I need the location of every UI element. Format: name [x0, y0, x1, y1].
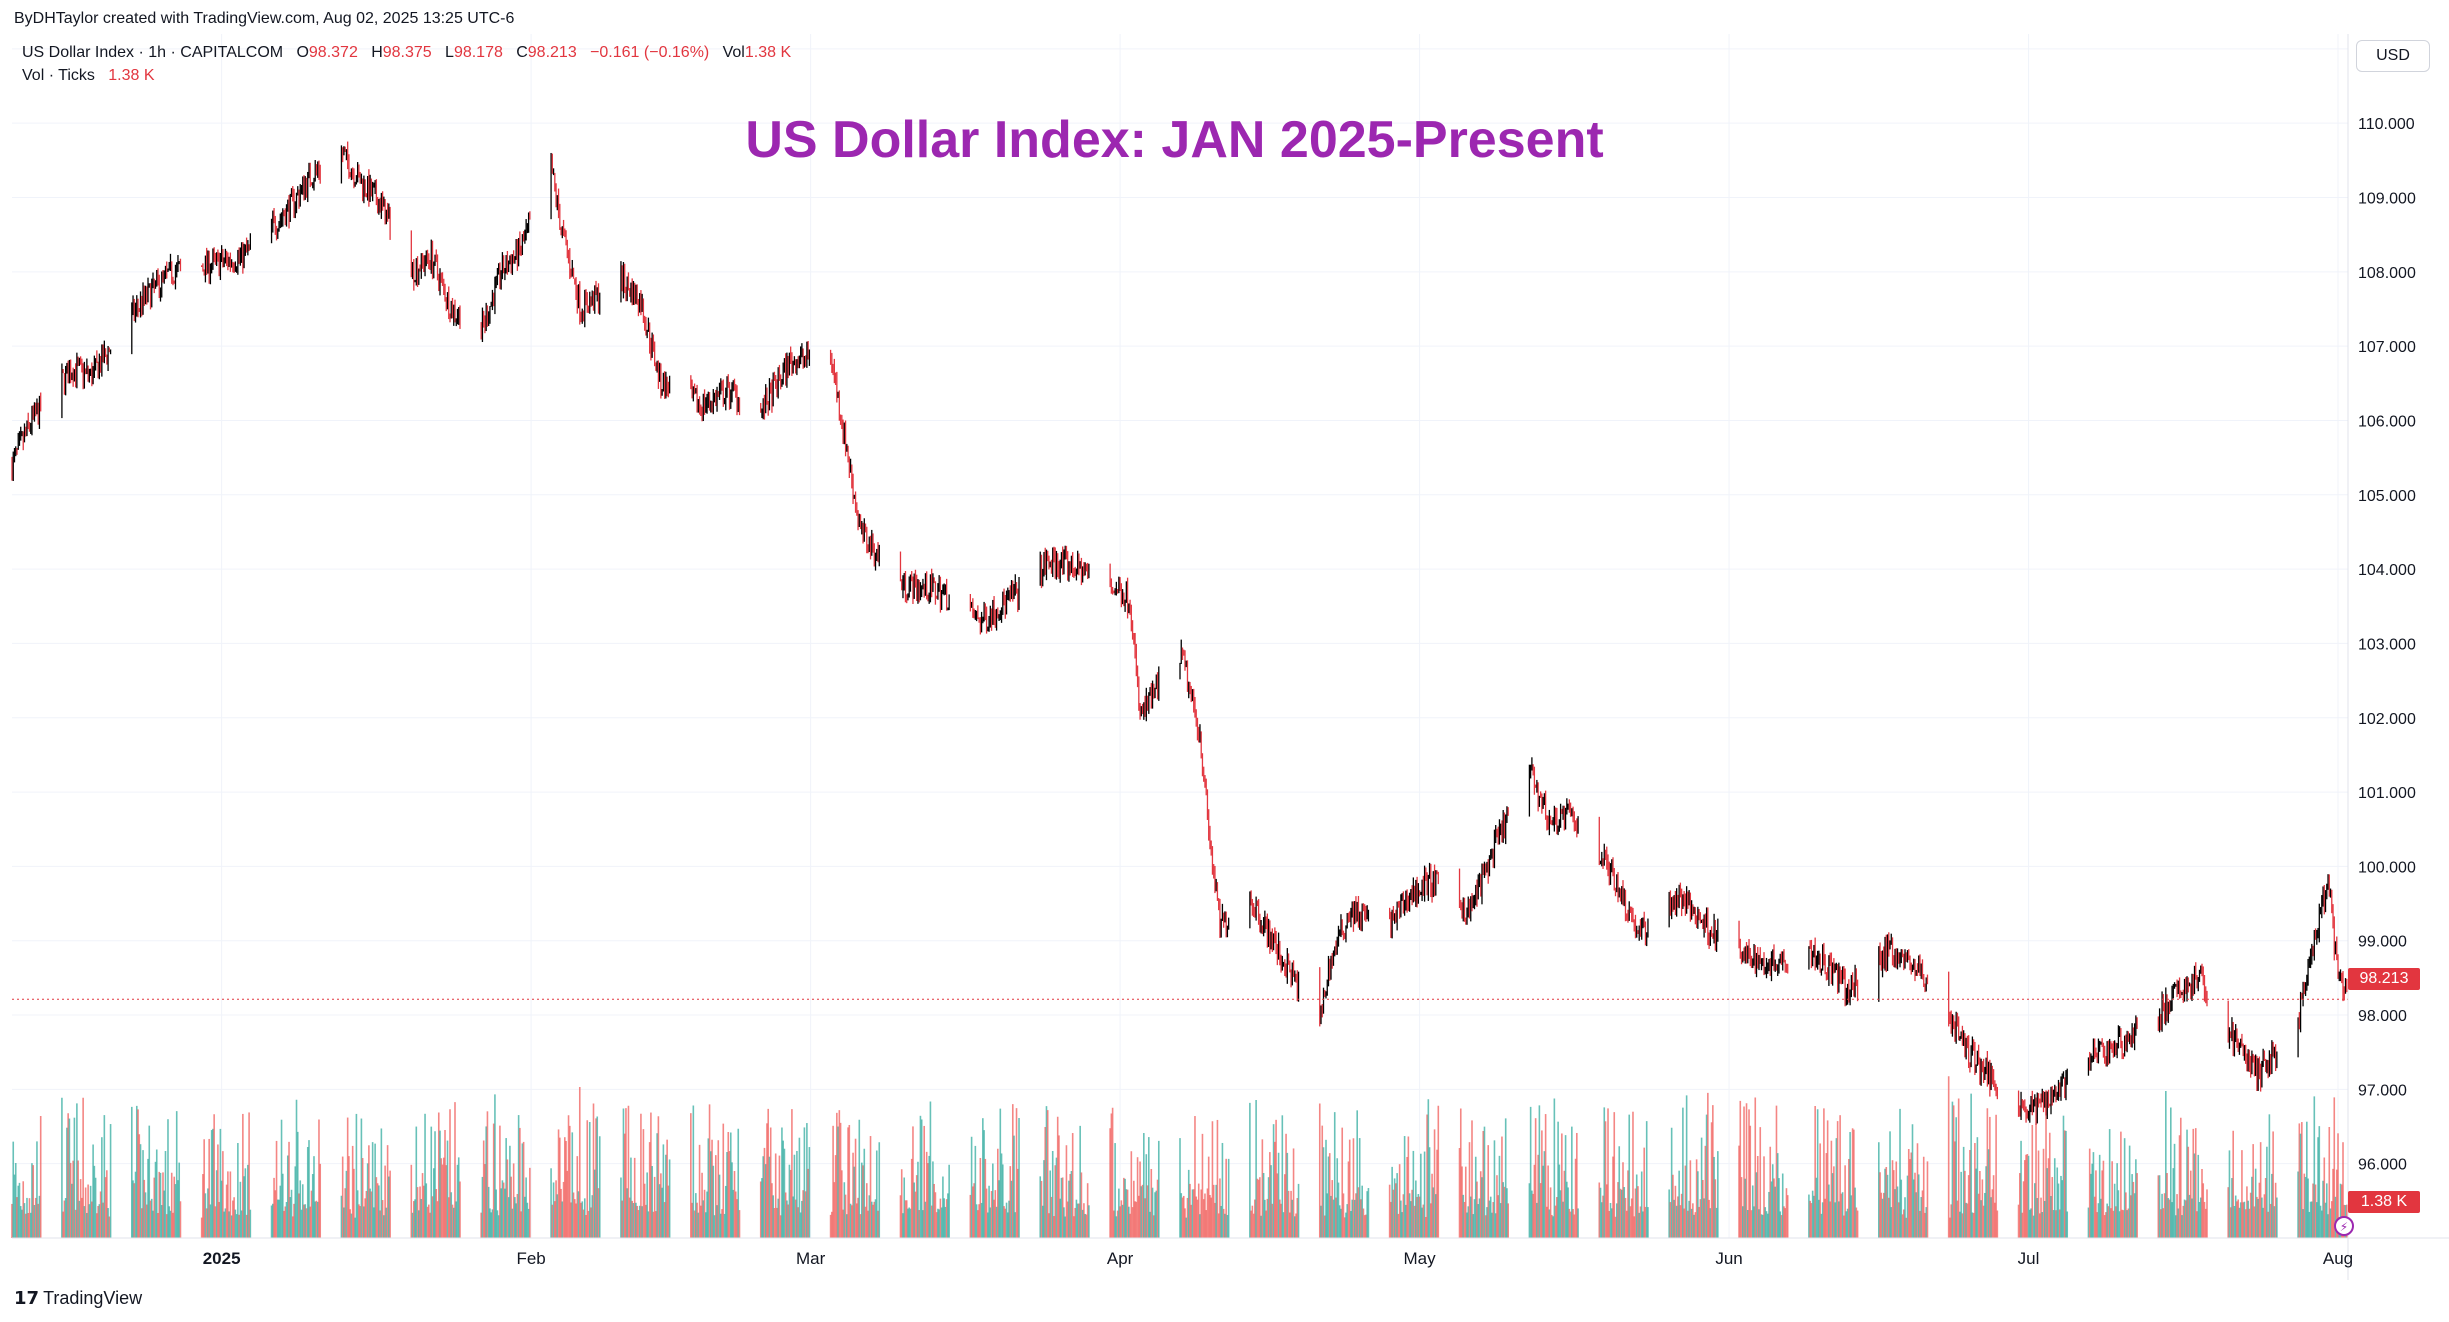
axes [12, 34, 2449, 1280]
y-tick-label: 104.000 [2358, 562, 2416, 579]
y-tick-label: 108.000 [2358, 265, 2416, 282]
x-tick-label: May [1404, 1249, 1437, 1268]
y-tick-label: 107.000 [2358, 339, 2416, 356]
symbol-name[interactable]: US Dollar Index · 1h · CAPITALCOM [22, 44, 284, 61]
price-candles [11, 141, 2348, 1125]
y-tick-label: 100.000 [2358, 859, 2416, 876]
volume-value: 1.38 K [744, 44, 792, 61]
x-tick-label: Jun [1715, 1249, 1742, 1268]
close-label: C [516, 44, 528, 61]
footer-brand-name: TradingView [43, 1288, 143, 1308]
chart-title: US Dollar Index: JAN 2025-Present [745, 111, 1604, 169]
grid-lines [12, 34, 2348, 1238]
low-value: 98.178 [453, 44, 503, 61]
currency-button[interactable]: USD [2356, 40, 2430, 72]
x-tick-label: Aug [2323, 1249, 2353, 1268]
open-value: 98.372 [308, 44, 358, 61]
volume-series-value: 1.38 K [108, 67, 155, 84]
change-value: −0.161 (−0.16%) [590, 44, 710, 61]
lightning-icon-glyph: ⚡ [2340, 1220, 2348, 1234]
volume-bars [11, 1076, 2348, 1238]
last-price-tag: 98.213 [2348, 968, 2420, 990]
volume-tag: 1.38 K [2348, 1191, 2420, 1213]
high-label: H [371, 44, 383, 61]
y-tick-label: 109.000 [2358, 191, 2416, 208]
x-tick-label: Jul [2018, 1249, 2040, 1268]
x-tick-label: Apr [1107, 1249, 1134, 1268]
tradingview-logo-icon: 𝟭𝟳 [14, 1288, 40, 1308]
y-tick-label: 106.000 [2358, 413, 2416, 430]
volume-label: Vol [722, 44, 745, 61]
volume-series-name[interactable]: Vol · Ticks [22, 67, 95, 84]
y-tick-label: 105.000 [2358, 488, 2416, 505]
byline: ByDHTaylor created with TradingView.com,… [14, 10, 515, 27]
y-tick-label: 98.000 [2358, 1008, 2407, 1025]
x-axis-ticks: 2025 Feb Mar Apr May Jun Jul Aug [203, 1249, 2353, 1268]
open-label: O [296, 44, 309, 61]
y-tick-label: 96.000 [2358, 1157, 2407, 1174]
x-tick-label: 2025 [203, 1249, 241, 1268]
x-tick-label: Mar [796, 1249, 826, 1268]
high-value: 98.375 [382, 44, 432, 61]
y-tick-label: 101.000 [2358, 785, 2416, 802]
footer-brand[interactable]: 𝟭𝟳 TradingView [14, 1288, 142, 1309]
close-value: 98.213 [527, 44, 577, 61]
symbol-legend[interactable]: US Dollar Index · 1h · CAPITALCOM O98.37… [22, 44, 791, 62]
y-tick-label: 102.000 [2358, 711, 2416, 728]
y-tick-label: 99.000 [2358, 934, 2407, 951]
low-label: L [445, 44, 454, 61]
y-tick-label: 103.000 [2358, 636, 2416, 653]
x-tick-label: Feb [516, 1249, 545, 1268]
y-tick-label: 97.000 [2358, 1082, 2407, 1099]
volume-legend[interactable]: Vol · Ticks 1.38 K [22, 67, 155, 85]
lightning-icon[interactable] [2334, 1216, 2354, 1236]
y-axis-ticks: 96.000 97.000 98.000 99.000 100.000 101.000 10… [2358, 42, 2416, 1174]
y-tick-label: 110.000 [2358, 116, 2415, 133]
